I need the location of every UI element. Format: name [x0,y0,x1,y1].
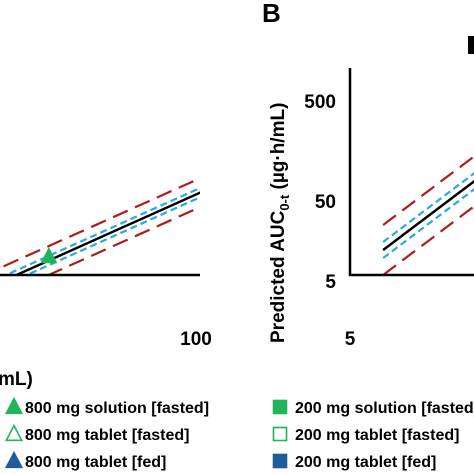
legend-label-200-mg-tablet-fed: 200 mg tablet [fed] [295,454,436,471]
legend-marker-200-mg-tablet-fed [272,453,288,469]
legend-label-800-mg-tablet-fed: 800 mg tablet [fed] [25,454,166,471]
legend-right-column: 200 mg solution [fasted] 200 mg tablet [f… [272,399,474,471]
panel-a: 100 mL) [0,177,212,390]
legend-left-column: 800 mg solution [fasted] 800 mg tablet [f… [4,396,209,471]
panel-b-y-tick-label-500: 500 [304,92,336,113]
legend-marker-800-mg-tablet-fed [4,450,24,469]
panel-a-line-of-unity-line [13,191,200,275]
panel-a-reference-lines [0,177,200,275]
panel-b-reference-lines [382,155,474,275]
legend-marker-800-mg-tablet-fasted [4,423,24,442]
panel-a-point-800-mg-solution-fasted [40,247,58,264]
panel-b-y-axis-title-main: Predicted AUC [268,210,289,343]
panel-b-y-tick-label-5: 5 [325,272,336,293]
legend-label-800-mg-tablet-fasted: 800 mg tablet [fasted] [25,427,189,444]
legend-label-800-mg-solution-fasted: 800 mg solution [fasted] [25,400,209,417]
legend: 800 mg solution [fasted] 800 mg tablet [f… [4,396,474,471]
legend-marker-200-mg-tablet-fasted [272,426,288,442]
panel-b-0-8-fold-line [382,188,474,259]
panel-b-y-axis-title: Predicted AUC0-t (µg·h/mL) [268,103,292,343]
panel-b-y-axis-title-unit: (µg·h/mL) [268,103,289,195]
panel-b-1-25-fold-line [382,172,474,243]
panel-a-0-8-fold-line [24,196,200,275]
legend-marker-200-mg-solution-fasted [272,399,288,415]
legend-label-200-mg-solution-fasted: 200 mg solution [fasted] [295,400,474,417]
panel-a-x-axis-title-fragment: mL) [0,369,33,390]
panel-b-y-tick-label-50: 50 [315,192,336,213]
panel-b-line-of-unity-line [382,179,474,251]
legend-marker-800-mg-solution-fasted [4,396,24,415]
panel-a-1-25-fold-line [3,186,200,275]
panel-b-x-tick-label-5: 5 [345,329,356,350]
legend-label-200-mg-tablet-fasted: 200 mg tablet [fasted] [295,427,459,444]
panel-a-2-fold-line [0,177,200,270]
panel-a-x-tick-label: 100 [180,329,212,350]
panel-a-0-5-fold-line [46,205,200,275]
panel-b-y-axis-title-subscript: 0-t [277,194,292,211]
panel-b: B 500 50 5 5 Predicted AUC0-t (µg·h/mL) [262,0,474,350]
panel-a-points [40,247,58,264]
panel-b-0-5-fold-line [382,205,474,275]
panel-b-letter: B [262,0,281,28]
panel-c-edge-mark [468,36,474,54]
